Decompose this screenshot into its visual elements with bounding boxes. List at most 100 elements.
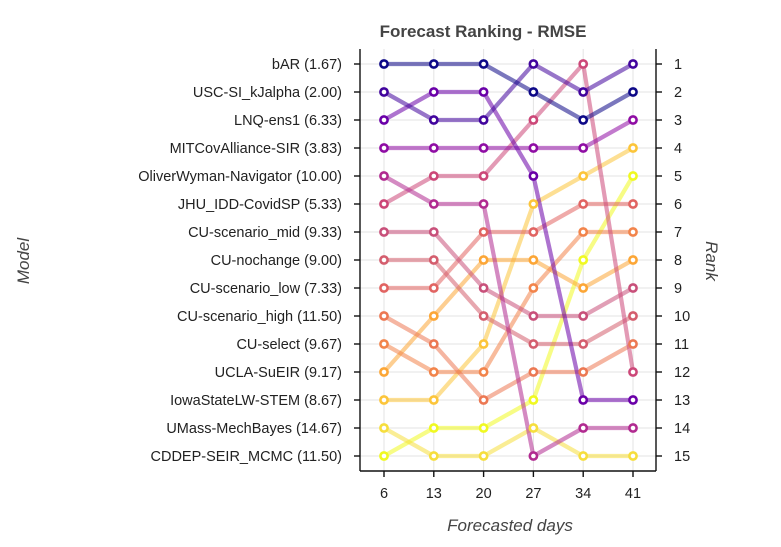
series-line xyxy=(381,61,636,123)
rank-tick-label: 7 xyxy=(674,225,682,241)
series-point xyxy=(428,451,439,461)
model-label: OliverWyman-Navigator (10.00) xyxy=(138,169,342,185)
series-point xyxy=(379,423,389,433)
series-point xyxy=(428,227,439,237)
model-label: UCLA-SuEIR (9.17) xyxy=(215,365,342,381)
series-point xyxy=(528,339,539,349)
series-point xyxy=(428,171,439,181)
series-point xyxy=(379,59,389,69)
x-tick-label: 20 xyxy=(476,486,492,502)
series-point xyxy=(528,283,539,293)
model-label: CU-nochange (9.00) xyxy=(211,253,342,269)
series-point xyxy=(379,87,389,97)
series-point xyxy=(379,283,389,293)
series-line xyxy=(381,229,636,319)
series-point xyxy=(628,367,638,377)
series-point xyxy=(578,395,589,405)
series-point xyxy=(578,367,589,377)
series-point xyxy=(628,227,638,237)
x-tick-label: 27 xyxy=(525,486,541,502)
rank-tick-label: 13 xyxy=(674,393,690,409)
series-point xyxy=(428,311,439,321)
series-point xyxy=(379,395,389,405)
series-point xyxy=(628,283,638,293)
series-point xyxy=(478,59,489,69)
series-point xyxy=(528,59,539,69)
rank-tick-label: 15 xyxy=(674,449,690,465)
rank-tick-label: 10 xyxy=(674,309,690,325)
rank-tick-label: 8 xyxy=(674,253,682,269)
series-point xyxy=(379,227,389,237)
series-point xyxy=(578,59,589,69)
series-point xyxy=(628,171,638,181)
series-point xyxy=(578,451,589,461)
series-line xyxy=(381,173,636,459)
series-point xyxy=(428,87,439,97)
model-label: MITCovAlliance-SIR (3.83) xyxy=(170,141,342,157)
series-point xyxy=(628,255,638,265)
model-label: JHU_IDD-CovidSP (5.33) xyxy=(178,197,342,213)
series-point xyxy=(578,199,589,209)
series-point xyxy=(528,423,539,433)
rank-tick-label: 9 xyxy=(674,281,682,297)
series-point xyxy=(478,255,489,265)
series-line xyxy=(381,257,636,375)
series-line xyxy=(381,173,636,459)
series-point xyxy=(379,171,389,181)
series-line xyxy=(381,117,636,151)
series-point xyxy=(578,423,589,433)
series-point xyxy=(478,311,489,321)
series-point xyxy=(528,311,539,321)
series-point xyxy=(478,395,489,405)
series-point xyxy=(578,115,589,125)
rank-tick-label: 1 xyxy=(674,57,682,73)
rank-tick-label: 11 xyxy=(674,337,689,353)
series-point xyxy=(528,395,539,405)
series-point xyxy=(578,283,589,293)
rank-tick-label: 4 xyxy=(674,141,682,157)
model-label: UMass-MechBayes (14.67) xyxy=(166,421,342,437)
series-point xyxy=(528,367,539,377)
series-point xyxy=(578,311,589,321)
series-point xyxy=(528,451,539,461)
rank-tick-label: 3 xyxy=(674,113,682,129)
series-layer xyxy=(379,59,638,461)
series-line xyxy=(381,61,636,123)
y-axis-label: Model xyxy=(14,237,33,285)
series-point xyxy=(628,423,638,433)
series-point xyxy=(478,87,489,97)
series-point xyxy=(528,171,539,181)
x-tick-label: 41 xyxy=(625,486,641,502)
series-point xyxy=(379,451,389,461)
series-point xyxy=(628,87,638,97)
model-label: CU-scenario_low (7.33) xyxy=(190,281,342,297)
series-point xyxy=(428,395,439,405)
x-tick-label: 6 xyxy=(380,486,388,502)
x-tick-label: 13 xyxy=(426,486,442,502)
series-point xyxy=(478,339,489,349)
series-point xyxy=(578,87,589,97)
series-point xyxy=(628,395,638,405)
rank-tick-label: 2 xyxy=(674,85,682,101)
model-label: CU-scenario_mid (9.33) xyxy=(188,225,342,241)
model-label: bAR (1.67) xyxy=(272,57,342,73)
series-point xyxy=(379,311,389,321)
rank-tick-label: 5 xyxy=(674,169,682,185)
series-point xyxy=(428,339,439,349)
series-point xyxy=(478,115,489,125)
rank-tick-label: 14 xyxy=(674,421,690,437)
right-axis-label: Rank xyxy=(702,241,721,282)
series-point xyxy=(478,283,489,293)
series-point xyxy=(528,255,539,265)
series-point xyxy=(578,171,589,181)
series-point xyxy=(428,143,439,153)
series-line xyxy=(381,145,636,403)
series-point xyxy=(478,367,489,377)
model-label: LNQ-ens1 (6.33) xyxy=(234,113,342,129)
series-point xyxy=(528,115,539,125)
model-label: IowaStateLW-STEM (8.67) xyxy=(170,393,342,409)
series-point xyxy=(379,143,389,153)
series-point xyxy=(428,423,439,433)
series-point xyxy=(428,115,439,125)
